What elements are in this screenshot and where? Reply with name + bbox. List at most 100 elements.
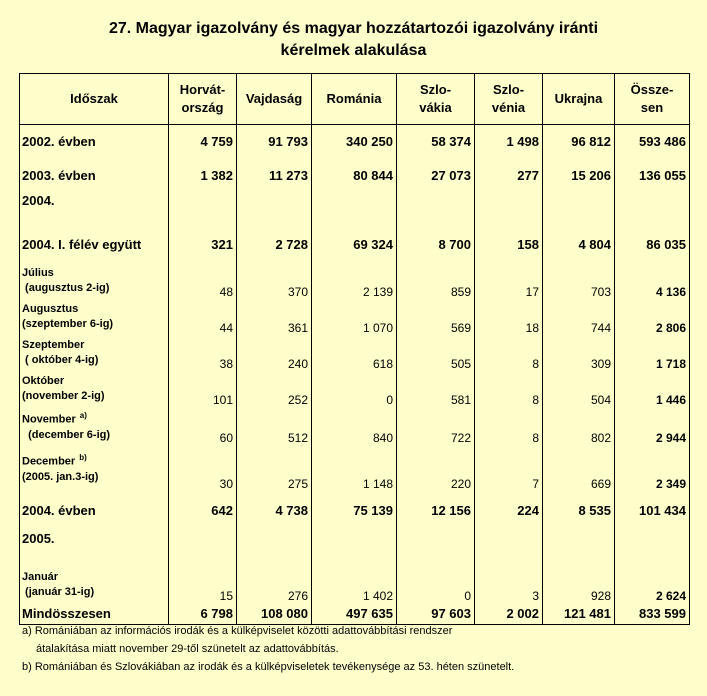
- cell-value: [474, 530, 543, 567]
- cell-value: 370: [236, 262, 312, 299]
- cell-value: 0: [311, 370, 397, 407]
- cell-value: [614, 192, 690, 227]
- row-label-line-1: 2002. évben: [22, 134, 96, 150]
- row-label-line-1: Október: [22, 374, 65, 387]
- cell-value: 2 728: [236, 226, 312, 263]
- row-label-line-2: (augusztus 2-ig): [22, 281, 110, 294]
- column-header: Románia: [311, 73, 397, 125]
- cell-value: 252: [236, 370, 312, 407]
- cell-value: 108 080: [236, 602, 312, 625]
- cell-value: 593 486: [614, 124, 690, 159]
- row-label-line-1: Augusztus: [22, 302, 79, 315]
- cell-value: 1 382: [168, 158, 237, 193]
- cell-value: [236, 530, 312, 567]
- table-row: November a) (december 6-ig) 60 512 840 722 8 80…: [19, 406, 690, 445]
- cell-value: 512: [236, 406, 312, 445]
- row-label: Január (január 31-ig): [19, 566, 169, 603]
- row-label-line-1: Július: [22, 266, 54, 279]
- row-label: December b) (2005. jan.3-ig): [19, 444, 169, 491]
- cell-value: 833 599: [614, 602, 690, 625]
- cell-value: 2 944: [614, 406, 690, 445]
- cell-value: 1 148: [311, 444, 397, 491]
- row-label-line-2: (2005. jan.3-ig): [22, 470, 99, 483]
- row-label-line-1: Szeptember: [22, 338, 85, 351]
- title-line-1: 27. Magyar igazolvány és magyar hozzátar…: [108, 20, 599, 37]
- cell-value: 2 349: [614, 444, 690, 491]
- table-row: 2004. I. félév együtt 321 2 728 69 324 8 700…: [19, 226, 690, 263]
- cell-value: 4 804: [542, 226, 615, 263]
- cell-value: 8: [474, 334, 543, 371]
- cell-value: 1 498: [474, 124, 543, 159]
- cell-value: 497 635: [311, 602, 397, 625]
- cell-value: [396, 192, 475, 227]
- row-label-line-1: 2004.: [22, 192, 55, 208]
- cell-value: 569: [396, 298, 475, 335]
- cell-value: 101: [168, 370, 237, 407]
- cell-value: 11 273: [236, 158, 312, 193]
- cell-value: 275: [236, 444, 312, 491]
- cell-value: 504: [542, 370, 615, 407]
- cell-value: 802: [542, 406, 615, 445]
- footnotes: a) Romániában az információs irodák és a…: [22, 622, 692, 676]
- cell-value: 277: [474, 158, 543, 193]
- cell-value: 703: [542, 262, 615, 299]
- footnote-a-line-1: a) Romániában az információs irodák és a…: [22, 625, 453, 637]
- row-label-line-2: (december 6-ig): [22, 428, 111, 441]
- table-row: December b) (2005. jan.3-ig) 30 275 1 148 220 7…: [19, 444, 690, 491]
- cell-value: 2 806: [614, 298, 690, 335]
- cell-value: 158: [474, 226, 543, 263]
- cell-value: 7: [474, 444, 543, 491]
- cell-value: 2 624: [614, 566, 690, 603]
- cell-value: 642: [168, 490, 237, 531]
- footnote-marker: b): [79, 453, 87, 463]
- cell-value: 15 206: [542, 158, 615, 193]
- title-line-2: kérelmek alakulása: [280, 42, 427, 59]
- cell-value: 309: [542, 334, 615, 371]
- footnote-a-line-2: átalakítása miatt november 29-től szünet…: [36, 643, 339, 655]
- cell-value: 60: [168, 406, 237, 445]
- cell-value: 4 759: [168, 124, 237, 159]
- row-label-line-1: 2004. I. félév együtt: [22, 237, 142, 252]
- row-label-line-1: December: [22, 455, 76, 468]
- cell-value: 12 156: [396, 490, 475, 531]
- table-row: 2003. évben 1 382 11 273 80 844 27 073 277 15 …: [19, 158, 690, 193]
- row-label-line-1: Mindösszesen: [22, 605, 111, 621]
- row-label-line-2: (január 31-ig): [22, 585, 95, 598]
- cell-value: 240: [236, 334, 312, 371]
- cell-value: 96 812: [542, 124, 615, 159]
- cell-value: 361: [236, 298, 312, 335]
- row-label: Július (augusztus 2-ig): [19, 262, 169, 299]
- cell-value: [311, 530, 397, 567]
- cell-value: 86 035: [614, 226, 690, 263]
- footnote-marker: a): [79, 411, 87, 421]
- footnote-b: b) Romániában és Szlovákiában az irodák …: [22, 661, 515, 673]
- column-header: Horvát-ország: [168, 73, 237, 125]
- cell-value: 8 535: [542, 490, 615, 531]
- cell-value: 618: [311, 334, 397, 371]
- table-row: Mindösszesen 6 798 108 080 497 635 97 603 2 0…: [19, 602, 690, 625]
- cell-value: 505: [396, 334, 475, 371]
- column-header: Össze-sen: [614, 73, 690, 125]
- table-row: 2004.: [19, 192, 690, 227]
- cell-value: 30: [168, 444, 237, 491]
- cell-value: 38: [168, 334, 237, 371]
- cell-value: 17: [474, 262, 543, 299]
- row-label-line-2: ( október 4-ig): [22, 353, 99, 366]
- row-label: November a) (december 6-ig): [19, 406, 169, 445]
- cell-value: 928: [542, 566, 615, 603]
- cell-value: 1 402: [311, 566, 397, 603]
- column-header: Ukrajna: [542, 73, 615, 125]
- cell-value: 8: [474, 370, 543, 407]
- cell-value: 224: [474, 490, 543, 531]
- table-row: 2004. évben 642 4 738 75 139 12 156 224 8 535 1…: [19, 490, 690, 531]
- cell-value: 0: [396, 566, 475, 603]
- row-label: Augusztus (szeptember 6-ig): [19, 298, 169, 335]
- cell-value: 220: [396, 444, 475, 491]
- row-label: 2004.: [19, 192, 169, 227]
- cell-value: 15: [168, 566, 237, 603]
- cell-value: 276: [236, 566, 312, 603]
- row-label: 2004. I. félév együtt: [19, 226, 169, 263]
- cell-value: 75 139: [311, 490, 397, 531]
- column-header: Időszak: [19, 73, 169, 125]
- row-label: 2002. évben: [19, 124, 169, 159]
